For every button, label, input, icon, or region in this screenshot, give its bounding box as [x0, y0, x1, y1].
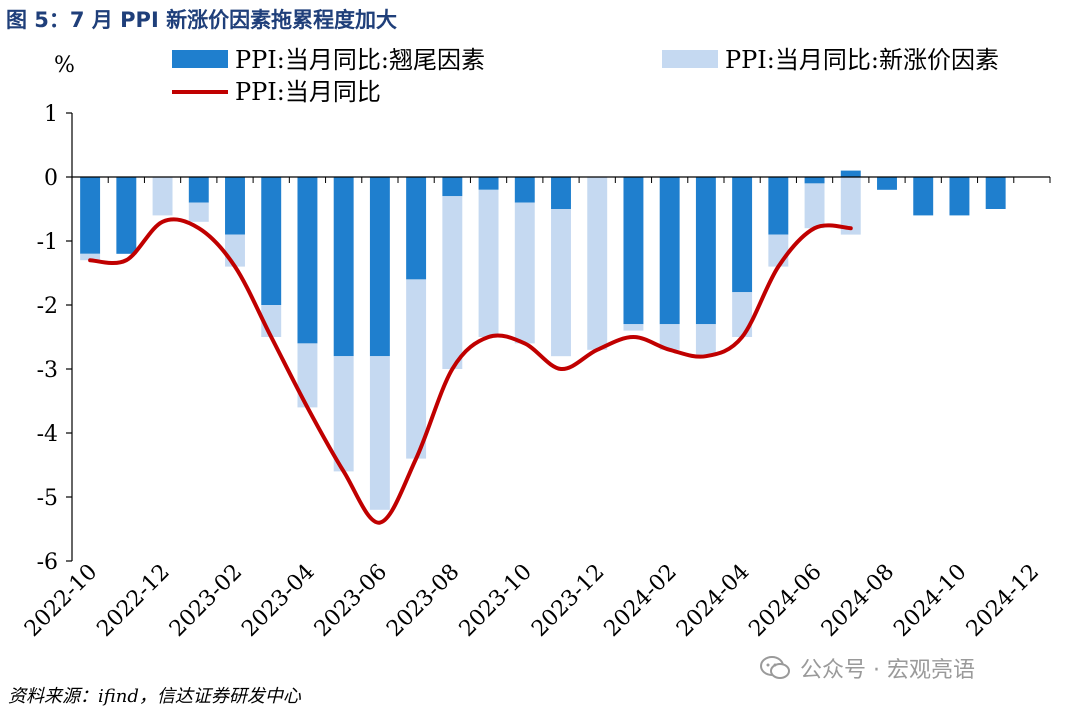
bar-tail-factor: [406, 177, 427, 280]
bar-new-price-factor: [587, 177, 608, 350]
bar-tail-factor: [949, 177, 970, 216]
y-tick-label: -1: [37, 230, 58, 255]
bar-tail-factor: [985, 177, 1006, 209]
bar-tail-factor: [225, 177, 245, 235]
source-note: 资料来源：ifind，信达证券研发中心: [8, 686, 301, 707]
x-tick-label: 2024-06: [744, 560, 826, 642]
bar-tail-factor: [768, 177, 789, 235]
x-tick-label: 2022-10: [20, 560, 102, 642]
y-tick-label: -6: [37, 550, 58, 575]
x-tick-label: 2023-10: [455, 560, 537, 642]
bar-tail-factor: [514, 177, 535, 203]
bar-tail-factor: [297, 177, 318, 344]
bar-tail-factor: [261, 177, 282, 305]
x-tick-label: 2023-08: [382, 560, 464, 642]
bars: [80, 170, 1006, 510]
bar-tail-factor: [877, 177, 897, 190]
bar-tail-factor: [804, 177, 825, 184]
y-axis-label: %: [54, 53, 75, 78]
y-tick-label: -3: [37, 358, 58, 383]
legend-label-line: PPI:当月同比: [235, 78, 381, 106]
bar-new-price-factor: [478, 189, 499, 337]
bar-new-price-factor: [732, 292, 753, 337]
x-tick-label: 2022-12: [92, 560, 174, 642]
x-tick-label: 2024-02: [600, 560, 682, 642]
x-tick-label: 2024-08: [817, 560, 899, 642]
x-tick-label: 2023-12: [527, 560, 609, 642]
y-tick-label: -5: [37, 486, 58, 511]
bar-tail-factor: [478, 177, 499, 190]
legend-swatch-tail: [172, 50, 228, 68]
figure-title: 图 5：7 月 PPI 新涨价因素拖累程度加大: [6, 8, 398, 32]
bar-tail-factor: [116, 177, 137, 254]
watermark: 公众号 · 宏观亮语: [760, 652, 975, 684]
bar-new-price-factor: [551, 209, 571, 357]
bar-tail-factor: [623, 177, 644, 325]
bar-tail-factor: [442, 177, 463, 197]
line-layer: [88, 217, 853, 525]
y-tick-label: -2: [37, 294, 58, 319]
bar-new-price-factor: [80, 253, 101, 261]
line-ppi-yoy: [88, 217, 853, 525]
bar-new-price-factor: [659, 324, 680, 350]
bar-tail-factor: [659, 177, 680, 325]
wechat-icon: [760, 656, 790, 679]
watermark-text: 公众号 · 宏观亮语: [800, 658, 975, 683]
bar-new-price-factor: [442, 196, 463, 369]
y-tick-label: 0: [44, 166, 58, 191]
y-tick-label: 1: [44, 102, 58, 127]
x-tick-label: 2024-10: [889, 560, 971, 642]
bar-tail-factor: [840, 170, 861, 177]
bar-tail-factor: [913, 177, 934, 216]
bar-new-price-factor: [188, 202, 209, 222]
x-tick-label: 2023-04: [237, 560, 319, 642]
bar-new-price-factor: [152, 177, 173, 216]
x-tick-label: 2024-04: [672, 560, 754, 642]
bar-tail-factor: [732, 177, 753, 293]
legend: PPI:当月同比:翘尾因素 PPI:当月同比:新涨价因素 PPI:当月同比: [172, 46, 999, 106]
bar-tail-factor: [333, 177, 354, 357]
bar-new-price-factor: [514, 202, 535, 344]
bar-new-price-factor: [225, 234, 245, 267]
y-tick-label: -4: [37, 422, 58, 447]
bar-new-price-factor: [804, 183, 825, 229]
bar-new-price-factor: [840, 177, 861, 235]
legend-label-tail: PPI:当月同比:翘尾因素: [235, 46, 485, 74]
bar-new-price-factor: [623, 324, 644, 331]
bar-tail-factor: [551, 177, 571, 209]
x-tick-label: 2023-06: [310, 560, 392, 642]
bar-tail-factor: [695, 177, 716, 325]
bar-new-price-factor: [369, 356, 390, 510]
bar-new-price-factor: [406, 279, 427, 459]
bar-tail-factor: [369, 177, 390, 357]
bar-tail-factor: [188, 177, 209, 203]
bar-new-price-factor: [297, 343, 318, 408]
legend-swatch-new-price: [662, 50, 718, 68]
x-tick-label: 2023-02: [165, 560, 247, 642]
x-tick-label: 2024-12: [962, 560, 1044, 642]
bar-new-price-factor: [695, 324, 716, 357]
legend-label-new-price: PPI:当月同比:新涨价因素: [725, 46, 999, 74]
bar-tail-factor: [80, 177, 101, 254]
bar-new-price-factor: [333, 356, 354, 472]
bar-new-price-factor: [768, 234, 789, 267]
